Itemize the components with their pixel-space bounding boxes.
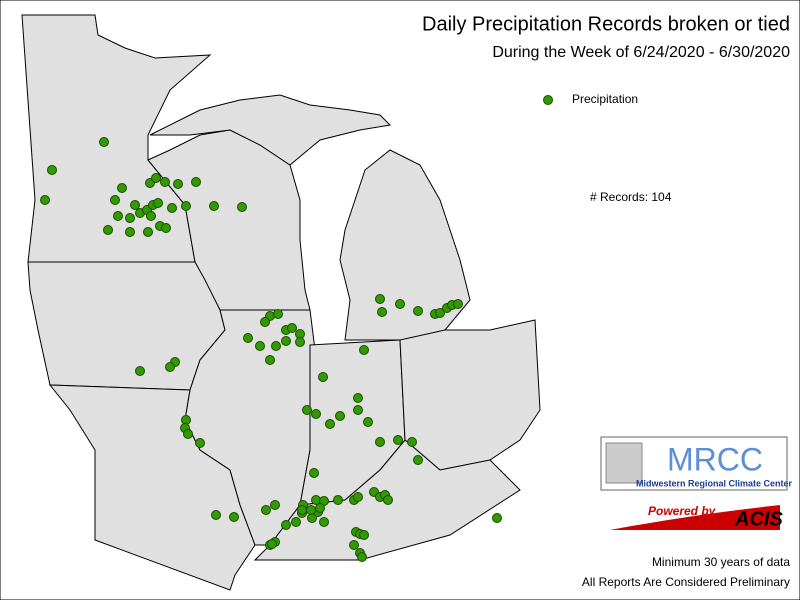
record-point <box>146 211 156 221</box>
powered-by: Powered by <box>648 504 717 518</box>
record-point <box>255 341 265 351</box>
record-point <box>135 366 145 376</box>
record-point <box>357 552 367 562</box>
mrcc-logo-text: MRCC <box>667 441 763 477</box>
record-point <box>363 417 373 427</box>
record-point <box>311 409 321 419</box>
record-point <box>377 307 387 317</box>
record-point <box>349 540 359 550</box>
record-point <box>315 503 325 513</box>
record-point <box>291 517 301 527</box>
record-point <box>413 455 423 465</box>
record-point <box>281 336 291 346</box>
iowa <box>27 261 226 391</box>
record-point <box>237 202 247 212</box>
lower-michigan <box>339 149 471 341</box>
record-point <box>40 195 50 205</box>
record-point <box>333 495 343 505</box>
record-point <box>260 317 270 327</box>
acis-text: ACIS <box>734 508 783 530</box>
record-point <box>183 429 193 439</box>
record-point <box>243 333 253 343</box>
record-point <box>273 309 283 319</box>
record-point <box>383 495 393 505</box>
record-point <box>130 200 140 210</box>
record-point <box>160 177 170 187</box>
record-point <box>297 505 307 515</box>
record-point <box>453 299 463 309</box>
record-point <box>195 438 205 448</box>
mrcc-name: Midwestern Regional Climate Center <box>636 478 793 488</box>
record-point <box>375 437 385 447</box>
record-point <box>191 177 201 187</box>
record-point <box>151 173 161 183</box>
record-point <box>413 306 423 316</box>
record-point <box>267 539 277 549</box>
station-points <box>40 137 502 562</box>
subtitle: During the Week of 6/24/2020 - 6/30/2020 <box>492 44 790 61</box>
record-point <box>113 211 123 221</box>
mrcc-map-icon <box>605 442 643 484</box>
map <box>21 14 541 591</box>
record-point <box>281 520 291 530</box>
record-point <box>353 492 363 502</box>
record-point <box>375 294 385 304</box>
record-point <box>173 179 183 189</box>
record-point <box>395 299 405 309</box>
record-point <box>302 405 312 415</box>
legend-marker <box>543 95 553 105</box>
record-point <box>165 362 175 372</box>
title: Daily Precipitation Records broken or ti… <box>422 13 790 35</box>
record-point <box>143 227 153 237</box>
record-point <box>117 183 127 193</box>
record-point <box>229 512 239 522</box>
record-point <box>295 337 305 347</box>
record-point <box>393 435 403 445</box>
record-point <box>209 201 219 211</box>
record-point <box>211 510 221 520</box>
record-point <box>353 405 363 415</box>
record-point <box>103 225 113 235</box>
record-point <box>306 505 316 515</box>
note: Minimum 30 years of data <box>652 555 790 569</box>
record-point <box>99 137 109 147</box>
record-point <box>492 513 502 523</box>
record-point <box>435 308 445 318</box>
record-point <box>125 227 135 237</box>
record-point <box>407 437 417 447</box>
record-point <box>125 213 135 223</box>
record-point <box>181 201 191 211</box>
record-point <box>359 345 369 355</box>
record-point <box>47 165 57 175</box>
record-point <box>110 195 120 205</box>
record-point <box>335 411 345 421</box>
record-point <box>261 505 271 515</box>
record-point <box>309 468 319 478</box>
record-point <box>318 372 328 382</box>
acis-swoosh <box>610 505 780 530</box>
record-point <box>325 419 335 429</box>
record-point <box>161 223 171 233</box>
record-point <box>153 198 163 208</box>
rcc-text: Regional Climate Centers <box>638 532 771 544</box>
legend-label: Precipitation <box>572 92 638 106</box>
record-point <box>270 500 280 510</box>
upper-michigan <box>149 94 392 166</box>
records-count: # Records: 104 <box>590 190 672 204</box>
note: All Reports Are Considered Preliminary <box>582 575 790 589</box>
record-point <box>287 323 297 333</box>
record-point <box>167 203 177 213</box>
record-point <box>319 517 329 527</box>
record-point <box>359 530 369 540</box>
record-point <box>271 341 281 351</box>
record-point <box>353 393 363 403</box>
record-point <box>265 355 275 365</box>
